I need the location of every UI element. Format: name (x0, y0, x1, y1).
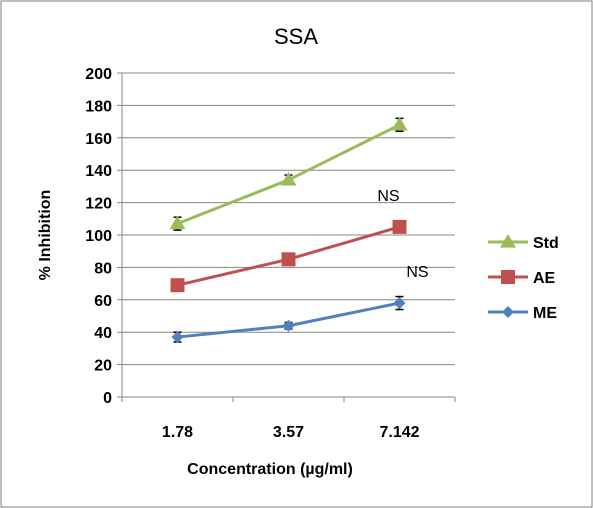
x-tick-labels: 1.78 3.57 7.142 (162, 424, 420, 441)
y-tick-label: 40 (94, 325, 112, 342)
y-tick-labels: 0 20 40 60 80 100 120 140 160 180 200 (85, 66, 112, 407)
legend-item-ae: AE (488, 270, 556, 287)
series-ae (170, 219, 407, 293)
legend-label: ME (533, 305, 557, 322)
y-tick-label: 0 (103, 390, 112, 407)
x-tick-label: 1.78 (162, 424, 193, 441)
y-tick-label: 160 (85, 131, 112, 148)
legend-label: AE (533, 270, 556, 287)
y-tick-label: 100 (85, 228, 112, 245)
annotation-label: NS (377, 188, 399, 205)
x-tick-label: 7.142 (379, 424, 419, 441)
data-point (281, 252, 296, 267)
legend-marker (501, 270, 515, 284)
x-tick-label: 3.57 (273, 424, 304, 441)
y-tick-label: 140 (85, 163, 112, 180)
legend-marker (500, 234, 516, 248)
y-tick-label: 180 (85, 98, 112, 115)
data-point (391, 116, 408, 131)
legend: Std AE ME (488, 234, 559, 322)
annotations: NS NS (377, 188, 428, 281)
chart-title: SSA (274, 24, 318, 49)
data-point (169, 215, 186, 230)
legend-label: Std (533, 235, 559, 252)
data-point (282, 319, 295, 332)
axes (117, 72, 456, 402)
legend-item-me: ME (488, 305, 557, 322)
data-point (171, 331, 184, 344)
annotation-label: NS (406, 264, 428, 281)
y-tick-label: 200 (85, 66, 112, 83)
series-std (169, 116, 408, 231)
y-tick-label: 20 (94, 358, 112, 375)
series-me (171, 295, 406, 344)
y-tick-label: 60 (94, 293, 112, 310)
series-group (169, 116, 408, 344)
legend-marker (502, 306, 514, 318)
y-tick-label: 120 (85, 196, 112, 213)
y-axis-title: % Inhibition (37, 190, 54, 281)
data-point (392, 219, 407, 234)
y-tick-label: 80 (94, 260, 112, 277)
x-axis-title: Concentration (µg/ml) (187, 461, 353, 478)
data-point (280, 171, 297, 186)
data-point (393, 297, 406, 310)
legend-item-std: Std (488, 234, 559, 252)
data-point (170, 278, 185, 293)
